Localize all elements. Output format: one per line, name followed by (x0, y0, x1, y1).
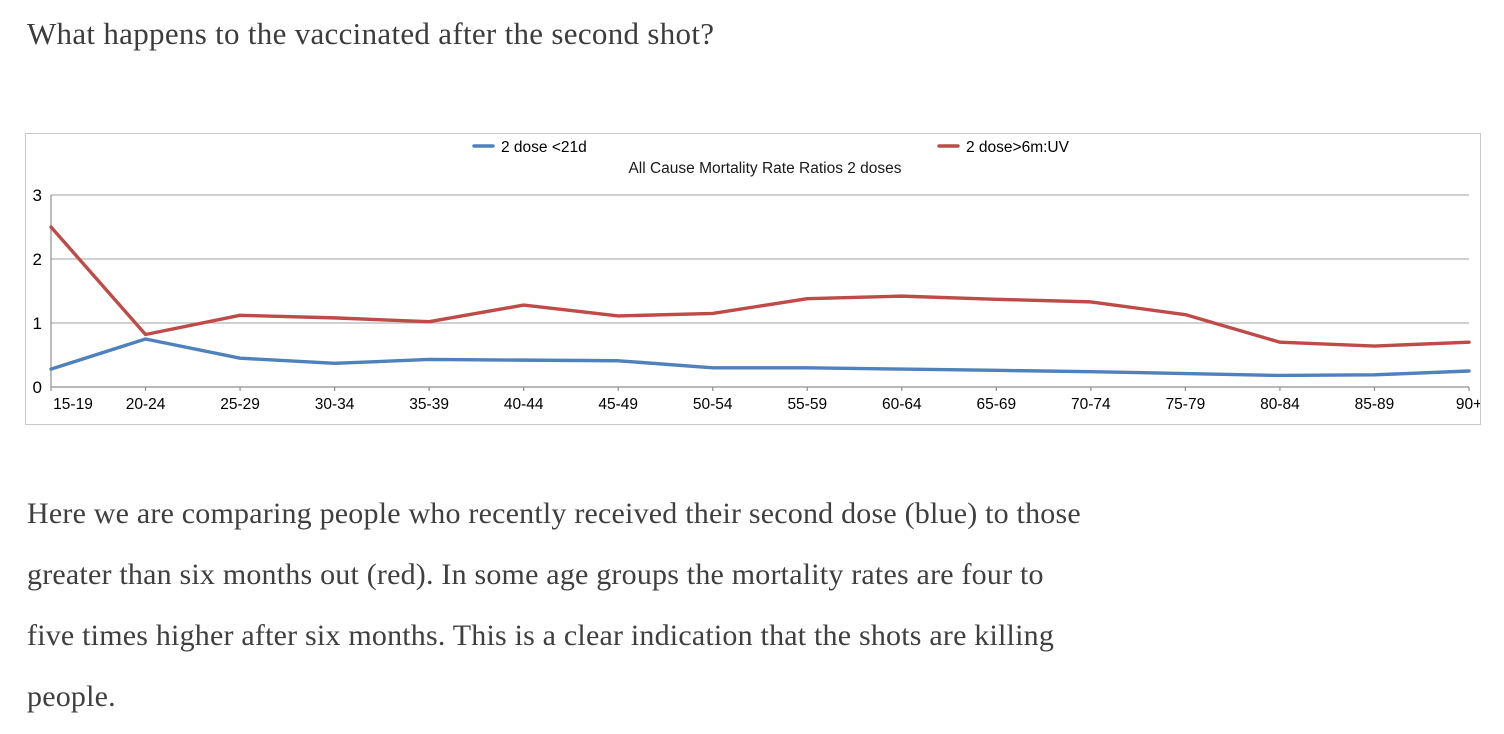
x-axis-tick-label: 55-59 (787, 396, 827, 413)
x-axis-tick-label: 35-39 (409, 396, 449, 413)
series-line-0 (49, 337, 1471, 378)
x-axis-tick-label: 15-19 (53, 396, 93, 413)
x-axis-tick-label: 50-54 (693, 396, 733, 413)
x-axis-tick-label: 20-24 (126, 396, 166, 413)
chart-title: All Cause Mortality Rate Ratios 2 doses (628, 160, 901, 177)
page-title: What happens to the vaccinated after the… (27, 16, 715, 51)
x-axis-tick-label: 25-29 (220, 396, 260, 413)
chart-container: 0 1 2 3 15-19 20-24 25-29 30-34 35-39 40-44 45-49 5… (25, 133, 1481, 425)
x-axis-tick-label: 70-74 (1071, 396, 1111, 413)
mortality-rate-ratio-chart: 0 1 2 3 15-19 20-24 25-29 30-34 35-39 40-44 45-49 5… (33, 139, 1480, 413)
legend-label-1: 2 dose>6m:UV (966, 139, 1070, 156)
paragraph-line: greater than six months out (red). In so… (27, 558, 1044, 591)
paragraph-line: five times higher after six months. This… (27, 619, 1055, 652)
x-axis-tick-label: 65-69 (977, 396, 1017, 413)
x-axis-tick-label: 90+ (1456, 396, 1480, 413)
paragraph-line: people. (27, 680, 116, 713)
x-axis-tick-label: 75-79 (1166, 396, 1206, 413)
y-axis-tick-label: 1 (33, 314, 42, 333)
paragraph-line: Here we are comparing people who recentl… (27, 497, 1081, 530)
x-axis-tick-label: 45-49 (598, 396, 638, 413)
x-axis-tick-label: 60-64 (882, 396, 922, 413)
legend-label-0: 2 dose <21d (501, 139, 587, 156)
x-axis-tick-label: 85-89 (1355, 396, 1395, 413)
y-axis-tick-label: 2 (33, 250, 42, 269)
x-axis-tick-label: 80-84 (1260, 396, 1300, 413)
y-axis-tick-label: 3 (33, 186, 42, 205)
x-axis-tick-label: 30-34 (315, 396, 355, 413)
y-axis-tick-label: 0 (33, 378, 42, 397)
series-line-1 (49, 225, 1471, 348)
body-paragraph: Here we are comparing people who recentl… (27, 483, 1487, 727)
x-axis-tick-label: 40-44 (504, 396, 544, 413)
